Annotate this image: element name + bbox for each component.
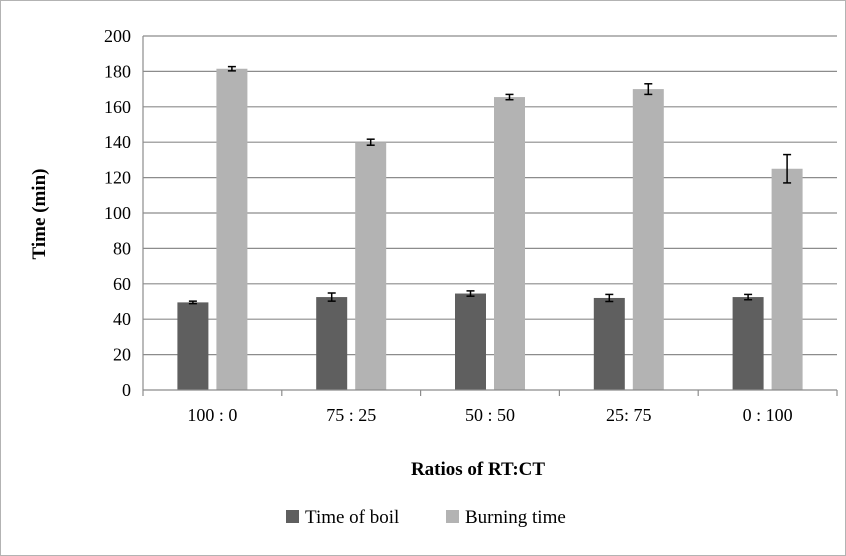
y-tick-label: 80: [113, 238, 131, 258]
bar-time-of-boil: [593, 297, 625, 390]
y-axis-title: Time (min): [29, 169, 50, 260]
y-tick-label: 60: [113, 274, 131, 294]
y-tick-label: 120: [104, 168, 131, 188]
x-axis-title: Ratios of RT:CT: [411, 459, 545, 480]
bars: [177, 68, 803, 391]
bar-burning-time: [771, 168, 803, 390]
x-tick-label: 75 : 25: [326, 405, 376, 425]
legend-label: Burning time: [465, 507, 566, 528]
axes: [142, 36, 838, 396]
legend-swatch: [446, 510, 459, 523]
x-tick-label: 25: 75: [606, 405, 652, 425]
x-tick-label: 100 : 0: [187, 405, 237, 425]
y-tick-label: 180: [104, 61, 131, 81]
y-tick-label: 40: [113, 309, 131, 329]
y-tick-label: 200: [104, 26, 131, 46]
bar-burning-time: [355, 142, 387, 390]
gridlines: [143, 35, 837, 356]
y-tick-label: 140: [104, 132, 131, 152]
y-tick-label: 20: [113, 345, 131, 365]
error-bars: [188, 65, 792, 305]
bar-burning-time: [216, 68, 248, 391]
bar-burning-time: [632, 89, 664, 390]
bar-burning-time: [494, 97, 525, 390]
bar-time-of-boil: [455, 293, 486, 390]
x-tick-label: 50 : 50: [465, 405, 515, 425]
bar-time-of-boil: [732, 297, 764, 390]
bar-time-of-boil: [316, 297, 348, 390]
x-tick-label: 0 : 100: [743, 405, 793, 425]
y-tick-label: 100: [104, 203, 131, 223]
x-tick-labels: 100 : 0 75 : 25 50 : 50 25: 75 0 : 100: [187, 405, 792, 425]
y-tick-labels: 0 20 40 60 80 100 120 140 160 180 200: [104, 26, 131, 400]
y-tick-label: 0: [122, 380, 131, 400]
legend-label: Time of boil: [305, 507, 399, 528]
bar-time-of-boil: [177, 302, 209, 390]
y-tick-label: 160: [104, 97, 131, 117]
legend-swatch: [286, 510, 299, 523]
legend: Time of boil Burning time: [286, 507, 566, 528]
